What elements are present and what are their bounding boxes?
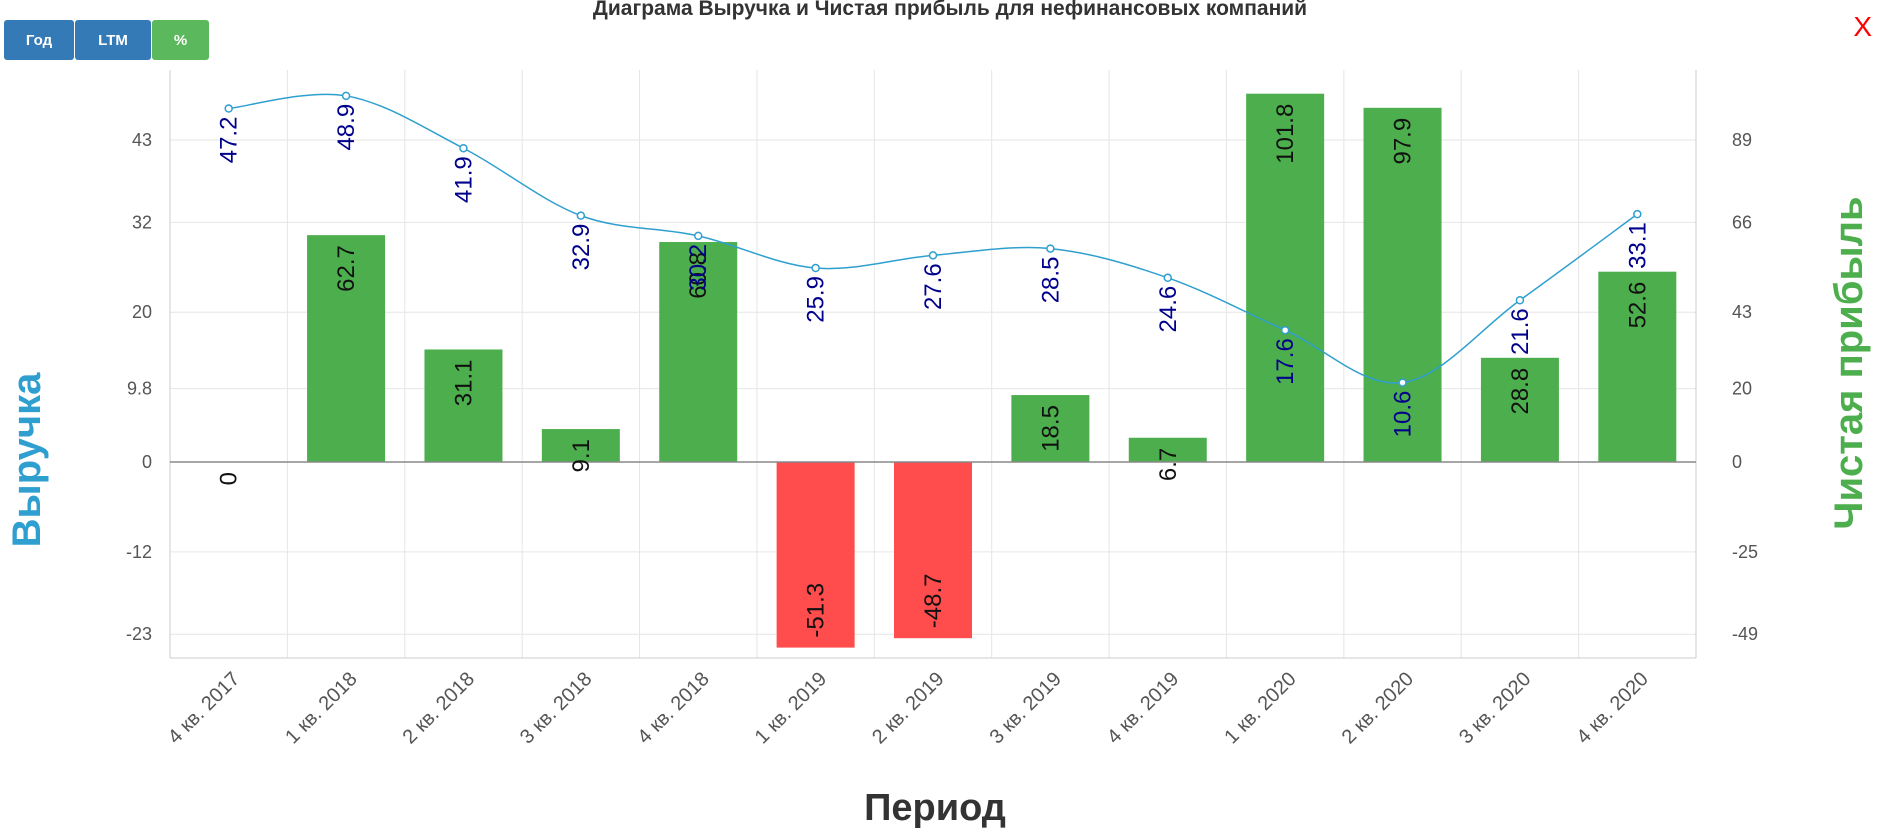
revenue-point [1280, 325, 1290, 335]
y-right-tick-label: -49 [1732, 624, 1758, 644]
profit-bar [1128, 437, 1207, 462]
revenue-point [1046, 244, 1055, 253]
x-category-label: 2 кв. 2019 [868, 668, 948, 748]
profit-value-label: 31.1 [450, 359, 477, 406]
revenue-value-label: 25.9 [803, 276, 830, 323]
revenue-line [224, 91, 1642, 387]
y-right-tick-label: 89 [1732, 130, 1752, 150]
profit-value-label: 52.6 [1624, 282, 1651, 329]
period-toolbar: Год LTM % [4, 20, 209, 60]
revenue-point [1398, 378, 1407, 387]
revenue-point [928, 251, 938, 260]
x-category-label: 1 кв. 2020 [1220, 668, 1300, 748]
revenue-point [693, 231, 703, 241]
x-category-label: 4 кв. 2017 [164, 668, 244, 748]
revenue-point [1163, 273, 1173, 283]
profit-value-label: 28.8 [1507, 368, 1534, 415]
x-axis-title: Период [864, 787, 1006, 829]
profit-value-label: 97.9 [1390, 118, 1417, 165]
revenue-value-label: 21.6 [1507, 308, 1534, 355]
data-labels: 0 62.7 31.1 9.1 60.8 -51.3 -48.7 18.5 6.7 101.8 97… [216, 104, 1652, 638]
close-icon[interactable]: X [1853, 11, 1872, 42]
revenue-value-label: 27.6 [920, 263, 947, 310]
y-right-tick-label: 66 [1732, 212, 1752, 232]
revenue-point [341, 91, 351, 101]
x-category-label: 2 кв. 2020 [1338, 668, 1418, 748]
x-category-label: 4 кв. 2020 [1572, 668, 1652, 748]
y-left-tick-label: 9.8 [127, 379, 152, 399]
y-axis-right-title: Чистая прибыль [1827, 196, 1871, 529]
profit-bar [894, 462, 972, 639]
profit-bar [1363, 107, 1442, 463]
profit-value-label: 9.1 [568, 439, 595, 472]
y-right-tick-label: 0 [1732, 452, 1742, 472]
profit-value-label: 0 [216, 472, 243, 485]
x-category-label: 3 кв. 2018 [516, 668, 596, 748]
profit-value-label: -51.3 [803, 583, 830, 638]
y-left-tick-label: 32 [132, 212, 152, 232]
profit-bar [776, 462, 855, 648]
profit-bar [307, 235, 386, 462]
percent-button[interactable]: % [152, 20, 209, 60]
x-category-label: 1 кв. 2018 [281, 668, 361, 748]
y-right-tick-label: 43 [1732, 302, 1752, 322]
revenue-value-label: 47.2 [216, 117, 243, 164]
profit-value-label: 101.8 [1272, 104, 1299, 164]
profit-bar [659, 242, 738, 462]
x-category-label: 4 кв. 2018 [633, 668, 713, 748]
y-right-tick-label: -25 [1732, 542, 1758, 562]
y-right-tick-label: 20 [1732, 379, 1752, 399]
profit-value-label: 62.7 [333, 245, 360, 292]
revenue-value-label: 48.9 [333, 104, 360, 151]
revenue-point [576, 211, 586, 220]
profit-value-label: 18.5 [1037, 405, 1064, 452]
revenue-value-label: 17.6 [1272, 338, 1299, 385]
year-button[interactable]: Год [4, 20, 74, 60]
profit-bar [1011, 395, 1090, 462]
x-category-label: 3 кв. 2020 [1455, 668, 1535, 748]
profit-bar [424, 349, 503, 462]
revenue-value-label: 28.5 [1037, 257, 1064, 304]
y-axis-left-title: Выручка [5, 372, 49, 547]
revenue-value-label: 41.9 [450, 156, 477, 203]
y-left-tick-label: -23 [126, 624, 152, 644]
profit-bar [1246, 93, 1325, 463]
revenue-point [1633, 209, 1642, 219]
chart-title: Диаграма Выручка и Чистая прибыль для не… [593, 0, 1307, 20]
profit-value-label: 6.7 [1155, 448, 1182, 481]
x-category-label: 4 кв. 2019 [1103, 668, 1183, 748]
profit-bar [1480, 357, 1559, 462]
revenue-value-label: 10.6 [1390, 391, 1417, 438]
profit-value-label: -48.7 [920, 573, 947, 628]
revenue-value-label: 30.2 [685, 244, 712, 291]
revenue-point [224, 104, 233, 113]
x-category-label: 3 кв. 2019 [986, 668, 1066, 748]
revenue-point [459, 143, 468, 153]
profit-bar [1598, 271, 1677, 462]
revenue-value-label: 32.9 [568, 224, 595, 271]
ltm-button[interactable]: LTM [75, 20, 151, 60]
y-left-tick-label: 0 [142, 452, 152, 472]
revenue-value-label: 33.1 [1624, 222, 1651, 269]
y-left-tick-label: 43 [132, 130, 152, 150]
revenue-value-label: 24.6 [1155, 286, 1182, 333]
y-left-tick-label: 20 [132, 302, 152, 322]
revenue-point [1515, 296, 1525, 305]
grid [169, 70, 1697, 659]
profit-value-label: 60.8 [685, 252, 712, 299]
revenue-point [811, 263, 820, 273]
profit-bars [307, 93, 1677, 648]
y-left-tick-label: -12 [126, 542, 152, 562]
x-category-label: 2 кв. 2018 [399, 668, 479, 748]
x-category-label: 1 кв. 2019 [751, 668, 831, 748]
profit-bar [541, 429, 620, 462]
